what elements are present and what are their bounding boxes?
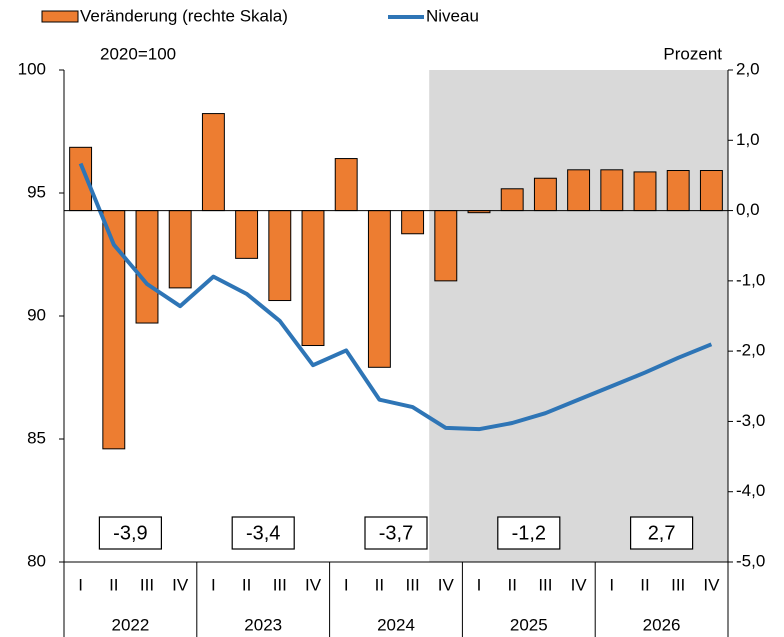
- annual-label: -3,7: [379, 522, 413, 544]
- x-tick-label: I: [78, 575, 83, 594]
- x-tick-label: II: [375, 575, 384, 594]
- x-tick-label: I: [609, 575, 614, 594]
- year-label: 2026: [643, 615, 681, 634]
- y2-tick-label: 0,0: [736, 200, 760, 219]
- x-tick-label: IV: [305, 575, 322, 594]
- x-tick-label: III: [140, 575, 154, 594]
- y-tick-label: 85: [27, 428, 46, 447]
- x-tick-label: II: [109, 575, 118, 594]
- y2-tick-label: 2,0: [736, 59, 760, 78]
- legend-label: Niveau: [426, 6, 479, 25]
- x-tick-label: II: [242, 575, 251, 594]
- legend-swatch: [41, 10, 79, 23]
- y2-tick-label: -3,0: [736, 411, 765, 430]
- year-label: 2025: [510, 615, 548, 634]
- x-tick-label: IV: [172, 575, 189, 594]
- bar: [500, 188, 524, 212]
- year-label: 2022: [111, 615, 149, 634]
- x-tick-label: III: [671, 575, 685, 594]
- line: [78, 162, 713, 432]
- y2-tick-label: 1,0: [736, 130, 760, 149]
- annual-label: -3,4: [246, 522, 280, 544]
- x-tick-label: II: [640, 575, 649, 594]
- annual-label: -1,2: [512, 522, 546, 544]
- bar: [201, 113, 225, 212]
- bar: [168, 210, 192, 289]
- bar: [533, 177, 557, 212]
- bar: [235, 210, 259, 259]
- legend-label: Veränderung (rechte Skala): [80, 6, 288, 25]
- y-tick-label: 90: [27, 305, 46, 324]
- bar: [135, 210, 159, 324]
- x-tick-label: III: [538, 575, 552, 594]
- forecast-shade: [429, 70, 728, 562]
- x-tick-label: I: [477, 575, 482, 594]
- bar: [401, 210, 425, 235]
- y-tick-label: 95: [27, 182, 46, 201]
- bar: [600, 169, 624, 212]
- bar: [268, 210, 292, 302]
- x-tick-label: IV: [703, 575, 720, 594]
- y2-tick-label: -4,0: [736, 481, 765, 500]
- x-tick-label: II: [507, 575, 516, 594]
- bar: [567, 169, 591, 212]
- annual-label: 2,7: [648, 522, 676, 544]
- x-tick-label: I: [211, 575, 216, 594]
- annual-box: [364, 516, 428, 550]
- x-tick-label: III: [273, 575, 287, 594]
- bar: [367, 210, 391, 368]
- y2-tick-label: -1,0: [736, 270, 765, 289]
- x-tick-label: IV: [438, 575, 455, 594]
- year-label: 2023: [244, 615, 282, 634]
- annual-box: [497, 516, 561, 550]
- annual-box: [98, 516, 163, 550]
- annual-box: [629, 516, 694, 550]
- year-label: 2024: [377, 615, 415, 634]
- bar: [666, 170, 690, 212]
- annual-label: -3,9: [113, 522, 147, 544]
- bar: [301, 210, 325, 347]
- bar: [699, 170, 723, 212]
- x-tick-label: I: [344, 575, 349, 594]
- x-tick-label: IV: [571, 575, 588, 594]
- annual-box: [231, 516, 295, 550]
- y-tick-label: 100: [18, 59, 46, 78]
- bar: [633, 171, 657, 212]
- x-tick-label: III: [406, 575, 420, 594]
- y2-tick-label: -5,0: [736, 551, 765, 570]
- left-unit: 2020=100: [100, 44, 176, 63]
- right-unit: Prozent: [663, 44, 722, 63]
- y-tick-label: 80: [27, 551, 46, 570]
- bar: [334, 158, 358, 212]
- y2-tick-label: -2,0: [736, 341, 765, 360]
- bar: [434, 210, 458, 282]
